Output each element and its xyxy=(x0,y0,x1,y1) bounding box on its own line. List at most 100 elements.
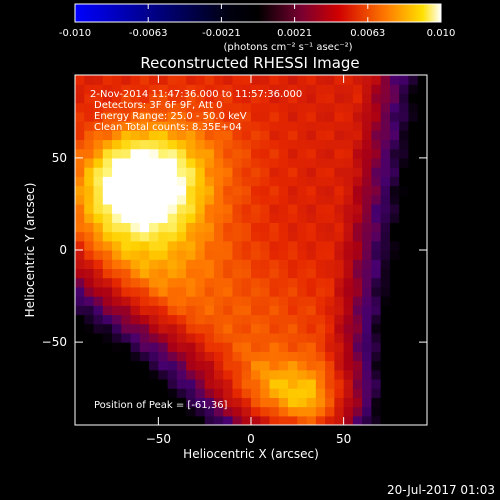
heatmap-cell xyxy=(297,286,308,297)
heatmap-cell xyxy=(297,268,308,279)
heatmap-cell xyxy=(278,351,289,362)
heatmap-cell xyxy=(186,111,197,122)
heatmap-cell xyxy=(260,185,271,196)
heatmap-cell xyxy=(362,176,373,187)
heatmap-cell xyxy=(288,277,298,288)
heatmap-cell xyxy=(167,397,178,408)
heatmap-cell xyxy=(121,305,132,316)
heatmap-cell xyxy=(297,277,308,288)
heatmap-cell xyxy=(371,75,382,85)
heatmap-cell xyxy=(223,296,234,306)
heatmap-cell xyxy=(112,250,122,260)
heatmap-cell xyxy=(167,75,178,85)
heatmap-cell xyxy=(325,378,335,389)
heatmap-cell xyxy=(297,157,308,168)
heatmap-cell xyxy=(389,378,400,389)
heatmap-cell xyxy=(213,268,224,279)
heatmap-cell xyxy=(158,259,169,270)
heatmap-cell xyxy=(75,406,85,417)
heatmap-cell xyxy=(325,157,335,168)
heatmap-cell xyxy=(278,157,289,168)
heatmap-cell xyxy=(380,259,391,270)
heatmap-cell xyxy=(417,93,427,104)
heatmap-cell xyxy=(260,93,271,104)
heatmap-cell xyxy=(269,259,280,270)
heatmap-cell xyxy=(306,406,317,417)
heatmap-cell xyxy=(399,194,410,205)
heatmap-cell xyxy=(325,314,335,325)
heatmap-cell xyxy=(380,93,391,104)
heatmap-cell xyxy=(352,213,363,223)
heatmap-cell xyxy=(84,369,95,380)
heatmap-cell xyxy=(130,213,141,223)
heatmap-cell xyxy=(297,121,308,131)
heatmap-cell xyxy=(158,213,169,223)
heatmap-cell xyxy=(315,342,326,352)
heatmap-cell xyxy=(362,250,373,260)
heatmap-cell xyxy=(362,93,373,104)
heatmap-cell xyxy=(213,388,224,398)
heatmap-cell xyxy=(371,121,382,131)
heatmap-cell xyxy=(371,231,382,242)
heatmap-cell xyxy=(121,75,132,85)
heatmap-cell xyxy=(213,397,224,408)
heatmap-cell xyxy=(399,185,410,196)
heatmap-cell xyxy=(139,240,150,251)
peak-position-label: Position of Peak = [-61,36] xyxy=(94,400,228,411)
heatmap-cell xyxy=(343,323,354,334)
heatmap-cell xyxy=(121,111,132,122)
heatmap-cell xyxy=(362,323,373,334)
heatmap-cell xyxy=(204,286,215,297)
heatmap-cell xyxy=(380,213,391,223)
heatmap-cell xyxy=(334,332,345,343)
heatmap-cell xyxy=(417,259,427,270)
heatmap-cell xyxy=(288,351,298,362)
heatmap-cell xyxy=(306,93,317,104)
heatmap-cell xyxy=(149,176,159,187)
heatmap-cell xyxy=(315,157,326,168)
heatmap-cell xyxy=(186,286,197,297)
heatmap-cell xyxy=(408,93,419,104)
heatmap-cell xyxy=(343,157,354,168)
heatmap-cell xyxy=(278,167,289,177)
heatmap-cell xyxy=(417,406,427,417)
heatmap-cell xyxy=(362,286,373,297)
heatmap-cell xyxy=(186,203,197,214)
heatmap-cell xyxy=(352,167,363,177)
heatmap-cell xyxy=(343,268,354,279)
heatmap-cell xyxy=(408,167,419,177)
heatmap-cell xyxy=(93,342,104,352)
heatmap-cell xyxy=(232,259,243,270)
heatmap-cell xyxy=(352,388,363,398)
heatmap-cell xyxy=(241,203,252,214)
heatmap-cell xyxy=(232,415,243,425)
heatmap-cell xyxy=(121,415,132,425)
heatmap-cell xyxy=(75,369,85,380)
heatmap-cell xyxy=(149,222,159,233)
heatmap-cell xyxy=(223,351,234,362)
heatmap-cell xyxy=(334,148,345,159)
heatmap-cell xyxy=(139,342,150,352)
heatmap-image xyxy=(75,75,427,425)
heatmap-cell xyxy=(269,167,280,177)
heatmap-cell xyxy=(371,351,382,362)
heatmap-cell xyxy=(389,259,400,270)
heatmap-cell xyxy=(334,250,345,260)
heatmap-cell xyxy=(186,314,197,325)
heatmap-cell xyxy=(371,157,382,168)
heatmap-cell xyxy=(417,139,427,150)
heatmap-cell xyxy=(408,148,419,159)
heatmap-cell xyxy=(167,342,178,352)
heatmap-cell xyxy=(334,84,345,95)
heatmap-cell xyxy=(121,286,132,297)
heatmap-cell xyxy=(93,378,104,389)
heatmap-cell xyxy=(297,185,308,196)
heatmap-cell xyxy=(352,111,363,122)
heatmap-cell xyxy=(213,102,224,113)
heatmap-cell xyxy=(408,203,419,214)
heatmap-cell xyxy=(251,323,261,334)
heatmap-cell xyxy=(343,314,354,325)
heatmap-cell xyxy=(241,102,252,113)
heatmap-cell xyxy=(371,332,382,343)
heatmap-cell xyxy=(315,323,326,334)
